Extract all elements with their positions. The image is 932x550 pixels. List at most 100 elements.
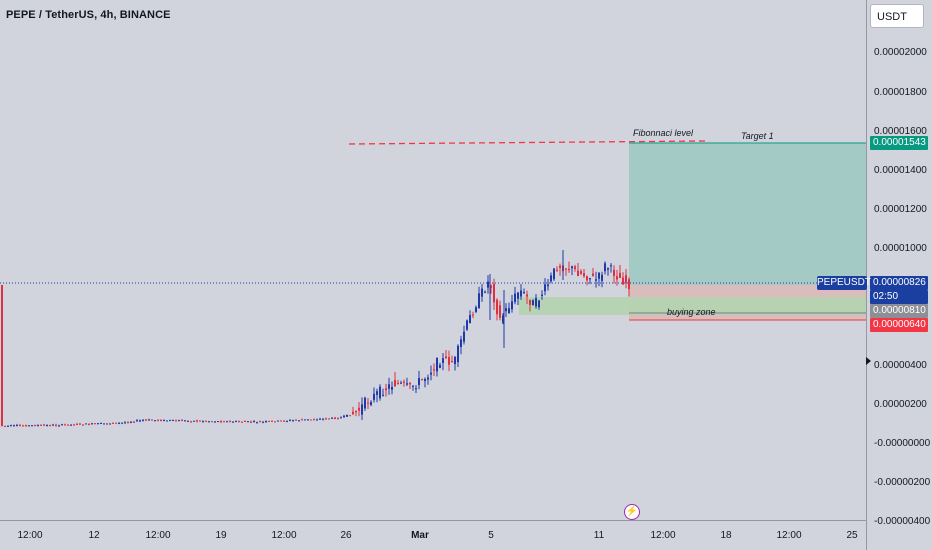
candle-body — [613, 269, 615, 276]
candle-body — [517, 292, 519, 299]
candle-body — [136, 420, 138, 422]
candle-body — [283, 420, 285, 422]
candle-body — [466, 320, 468, 330]
candle-body — [376, 391, 378, 395]
candle-body — [610, 265, 612, 267]
candle-body — [211, 421, 213, 423]
candle-body — [352, 411, 354, 415]
candle-body — [106, 423, 108, 425]
price-axis[interactable] — [866, 0, 932, 550]
candle-body — [319, 418, 321, 420]
candle-body — [280, 420, 282, 422]
time-tick: 18 — [720, 530, 732, 541]
symbol-title[interactable]: PEPE / TetherUS, 4h, BINANCE — [6, 9, 171, 21]
candle-body — [145, 419, 147, 421]
price-tick: 0.00001600 — [874, 126, 927, 137]
target-price-label: 0.00001543 — [870, 136, 928, 150]
candle-body — [22, 425, 24, 427]
candle-body — [115, 422, 117, 424]
candle-body — [157, 419, 159, 421]
candle-body — [460, 339, 462, 347]
time-tick-month: Mar — [411, 530, 429, 541]
candle-body — [151, 419, 153, 421]
candle-body — [4, 425, 6, 427]
candle-body — [181, 420, 183, 422]
price-chart[interactable] — [0, 0, 866, 520]
candle-body — [415, 388, 417, 390]
time-axis[interactable] — [0, 520, 866, 550]
time-tick: 5 — [488, 530, 494, 541]
candle-body — [334, 417, 336, 419]
candle-body — [400, 382, 402, 384]
candle-body — [409, 382, 411, 385]
candle-body — [322, 418, 324, 420]
candle-body — [220, 421, 222, 423]
time-tick: 12:00 — [17, 530, 43, 541]
candle-body — [100, 422, 102, 424]
countdown-label: 02:50 — [870, 290, 928, 304]
candle-body — [7, 425, 9, 427]
candle-body — [316, 419, 318, 421]
candle-body — [277, 420, 279, 422]
candle-body — [385, 388, 387, 391]
currency-button[interactable]: USDT — [870, 4, 924, 28]
candle-body — [457, 345, 459, 363]
candle-body — [625, 275, 627, 284]
symbol-price-tag: PEPEUSDT — [817, 276, 871, 290]
candle-body — [505, 308, 507, 312]
candle-body — [556, 269, 558, 271]
candle-body — [328, 418, 330, 420]
candle-body — [25, 425, 27, 427]
candle-body — [19, 425, 21, 427]
buying-zone-label: buying zone — [667, 307, 716, 317]
candle-body — [169, 420, 171, 422]
candle-body — [514, 293, 516, 302]
candle-body — [172, 419, 174, 421]
candle-body — [310, 419, 312, 421]
candle-body — [598, 272, 600, 279]
candle-body — [391, 386, 393, 390]
candle-body — [160, 419, 162, 421]
candle-body — [58, 425, 60, 427]
candle-body — [1, 284, 3, 427]
candle-body — [295, 419, 297, 421]
buying-zone-box[interactable] — [519, 297, 866, 315]
candle-body — [424, 378, 426, 382]
candle-body — [379, 386, 381, 399]
chart-area[interactable] — [0, 0, 866, 520]
candle-body — [124, 422, 126, 424]
candle-body — [16, 425, 18, 427]
candle-body — [286, 420, 288, 422]
target-1-label: Target 1 — [741, 131, 774, 141]
candle-body — [619, 272, 621, 278]
candle-body — [544, 284, 546, 292]
candle-body — [130, 421, 132, 423]
candle-body — [298, 420, 300, 422]
time-tick: 12:00 — [271, 530, 297, 541]
candle-body — [529, 299, 531, 305]
candle-body — [229, 420, 231, 422]
candle-body — [577, 270, 579, 277]
candle-body — [265, 421, 267, 423]
candle-body — [586, 276, 588, 281]
candle-body — [31, 425, 33, 427]
candle-body — [535, 297, 537, 307]
events-lightning-icon[interactable]: ⚡ — [624, 504, 640, 520]
candle-body — [196, 420, 198, 422]
price-tick: 0.00001200 — [874, 204, 927, 215]
candle-body — [589, 278, 591, 280]
candle-body — [67, 424, 69, 426]
candle-body — [439, 364, 441, 368]
candle-body — [421, 379, 423, 381]
candle-body — [121, 422, 123, 424]
time-tick: 12:00 — [145, 530, 171, 541]
price-tick: 0.00001800 — [874, 87, 927, 98]
target-zone[interactable] — [629, 143, 866, 285]
candle-body — [40, 424, 42, 426]
candle-body — [622, 277, 624, 285]
candle-body — [559, 265, 561, 268]
candle-body — [178, 420, 180, 422]
candle-body — [226, 421, 228, 423]
price-tick: 0.00000200 — [874, 399, 927, 410]
candle-body — [523, 292, 525, 294]
